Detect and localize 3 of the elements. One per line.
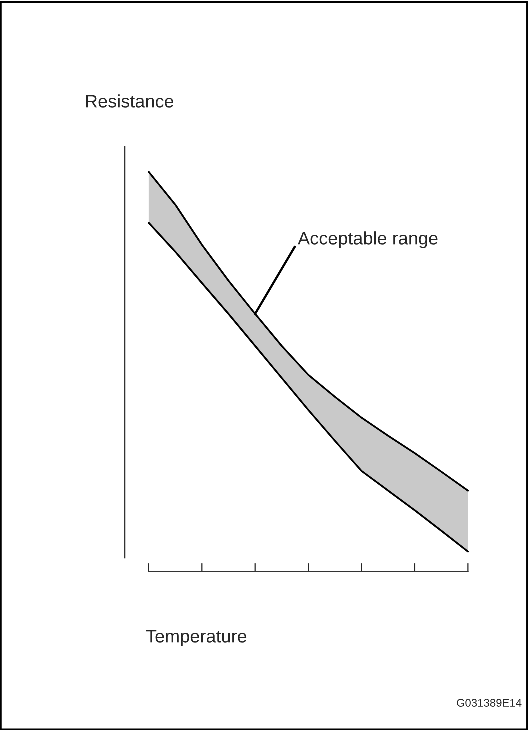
- text: G031389E14: [457, 699, 522, 707]
- y-axis-title: Resistance: [86, 94, 174, 108]
- x-axis-title: Temperature: [146, 630, 247, 646]
